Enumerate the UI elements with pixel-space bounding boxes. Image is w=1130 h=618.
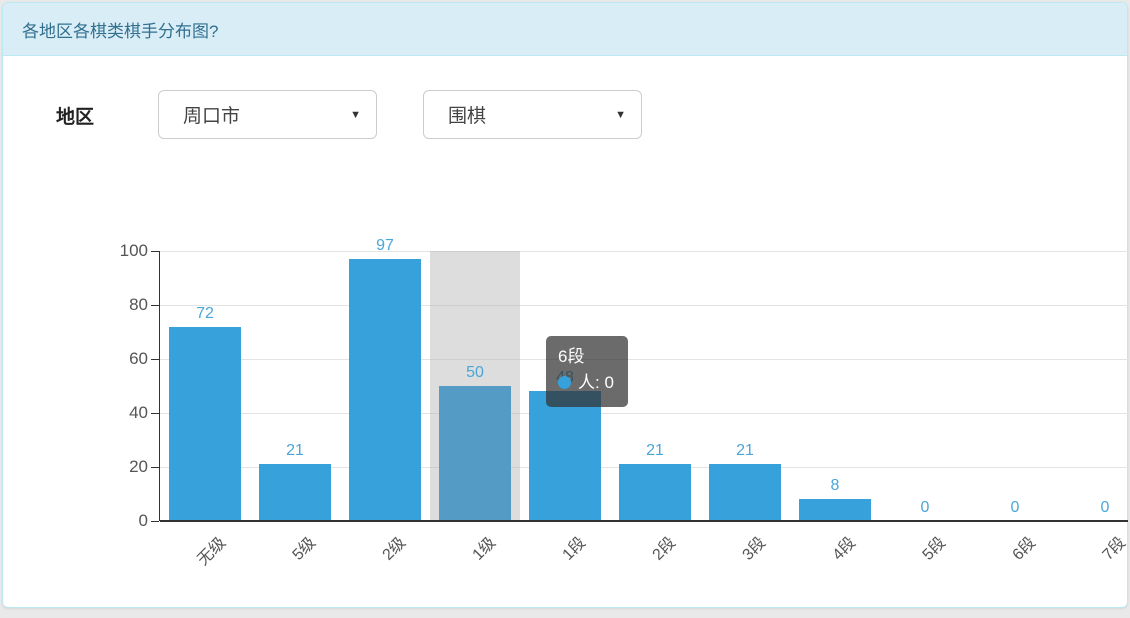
panel-heading: 各地区各棋类棋手分布图? xyxy=(3,3,1127,56)
page-title: 各地区各棋类棋手分布图? xyxy=(22,21,219,41)
chevron-down-icon: ▼ xyxy=(615,108,626,121)
tooltip-value: 人: 0 xyxy=(578,373,614,393)
game-select-value: 围棋 xyxy=(448,106,487,127)
chart-tooltip: 6段 人: 0 xyxy=(546,336,628,407)
bar-2级[interactable] xyxy=(349,259,421,521)
chevron-down-icon: ▼ xyxy=(350,108,361,121)
region-select[interactable]: 周口市 ▼ xyxy=(158,90,377,139)
game-type-select[interactable]: 围棋 ▼ xyxy=(423,90,642,139)
bar-2段[interactable] xyxy=(619,464,691,521)
bar-4段[interactable] xyxy=(799,499,871,521)
bar-1级[interactable] xyxy=(439,386,511,521)
bar-3段[interactable] xyxy=(709,464,781,521)
tooltip-title: 6段 xyxy=(558,347,585,366)
region-select-value: 周口市 xyxy=(183,106,241,127)
region-label: 地区 xyxy=(56,107,95,128)
bar-无级[interactable] xyxy=(169,326,241,521)
series-marker-icon xyxy=(558,376,571,390)
tooltip-series-row: 人: 0 xyxy=(558,370,614,396)
bar-1段[interactable] xyxy=(529,391,601,521)
bar-5级[interactable] xyxy=(259,464,331,521)
